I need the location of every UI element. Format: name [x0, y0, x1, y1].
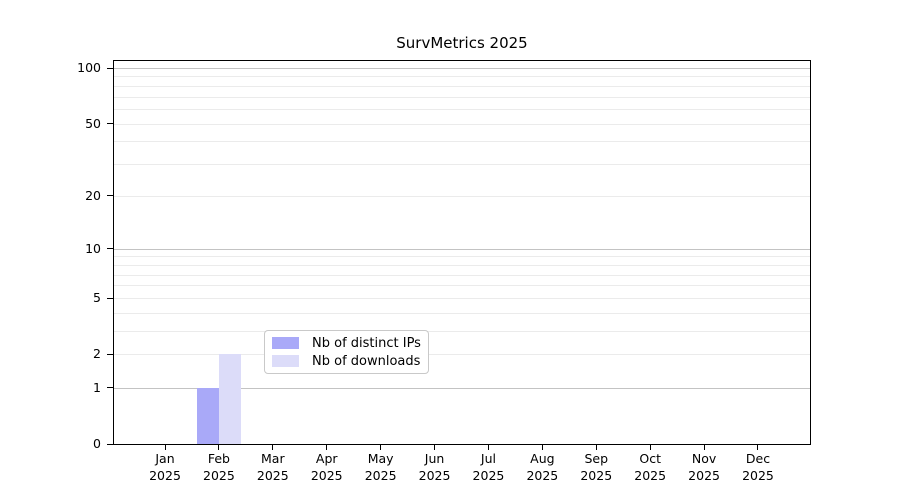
legend-label: Nb of downloads [312, 353, 421, 369]
legend-item-distinct-ips: Nb of distinct IPs [272, 336, 428, 351]
y-tick-mark-5 [107, 297, 113, 299]
x-tick-label-sep: Sep 2025 [561, 451, 631, 484]
y-tick-mark-50 [107, 123, 113, 125]
gridline-minor-y7 [114, 274, 810, 276]
x-tick-year: 2025 [203, 467, 235, 483]
gridline-minor-y60 [114, 109, 810, 111]
x-tick-label-jul: Jul 2025 [453, 451, 523, 484]
gridline-minor-y70 [114, 96, 810, 98]
legend-swatch-downloads [272, 355, 299, 367]
y-tick-label-0: 0 [93, 436, 101, 451]
x-tick-month: Dec [745, 451, 771, 466]
y-tick-mark-10 [107, 248, 113, 250]
x-tick-year: 2025 [364, 467, 397, 483]
bar-distinct-ips-feb [196, 387, 219, 444]
legend-label: Nb of distinct IPs [312, 335, 421, 351]
gridline-minor-y20 [114, 195, 810, 197]
x-tick-month: Feb [207, 451, 230, 466]
gridline-minor-y9 [114, 256, 810, 258]
y-tick-label-10: 10 [85, 240, 101, 256]
x-tick-month: Apr [315, 451, 338, 466]
x-tick-mark-sep [595, 444, 597, 450]
gridline-minor-y3 [114, 331, 810, 333]
x-tick-mark-feb [218, 444, 220, 450]
bar-downloads-feb [218, 354, 241, 444]
chart-title: SurvMetrics 2025 [396, 34, 528, 52]
y-tick-label-5: 5 [93, 290, 101, 306]
x-tick-month: Mar [261, 451, 285, 466]
x-tick-month: May [367, 451, 394, 466]
x-tick-year: 2025 [580, 467, 613, 483]
gridline-minor-y40 [114, 141, 810, 143]
gridline-minor-y2 [114, 354, 810, 356]
y-tick-mark-1 [107, 387, 113, 389]
gridline-major-y1 [114, 387, 810, 389]
y-tick-label-1: 1 [93, 379, 101, 395]
x-tick-label-dec: Dec 2025 [723, 451, 793, 484]
x-tick-mark-jan [164, 444, 166, 450]
gridline-major-y100 [114, 68, 810, 69]
x-tick-label-aug: Aug 2025 [507, 451, 577, 484]
x-tick-month: Oct [639, 451, 661, 466]
x-tick-mark-mar [272, 444, 274, 450]
gridline-minor-y90 [114, 76, 810, 78]
x-tick-year: 2025 [310, 467, 343, 483]
x-tick-label-may: May 2025 [346, 451, 416, 484]
legend-swatch-distinct-ips [272, 337, 299, 349]
y-tick-label-2: 2 [93, 346, 101, 362]
x-tick-mark-jun [434, 444, 436, 450]
gridline-minor-y4 [114, 312, 810, 314]
y-tick-mark-2 [107, 353, 113, 355]
x-tick-month: Sep [584, 451, 609, 466]
x-tick-year: 2025 [418, 467, 451, 483]
gridline-minor-y30 [114, 164, 810, 166]
x-tick-year: 2025 [256, 467, 289, 483]
x-tick-label-feb: Feb 2025 [184, 451, 254, 484]
x-tick-month: Nov [691, 451, 717, 466]
x-tick-year: 2025 [742, 467, 774, 483]
x-tick-label-jan: Jan 2025 [130, 451, 200, 484]
legend: Nb of distinct IPs Nb of downloads [264, 330, 429, 374]
x-tick-mark-nov [703, 444, 705, 450]
x-tick-year: 2025 [634, 467, 667, 483]
x-tick-mark-jul [487, 444, 489, 450]
x-tick-label-mar: Mar 2025 [238, 451, 308, 484]
y-tick-mark-0 [107, 443, 113, 445]
x-tick-mark-may [380, 444, 382, 450]
x-tick-label-oct: Oct 2025 [615, 451, 685, 484]
gridline-minor-y5 [114, 298, 810, 300]
y-tick-mark-100 [107, 67, 113, 69]
x-tick-month: Jun [424, 451, 445, 466]
legend-item-downloads: Nb of downloads [272, 354, 428, 369]
x-tick-year: 2025 [472, 467, 505, 483]
x-tick-label-nov: Nov 2025 [669, 451, 739, 484]
x-tick-mark-aug [541, 444, 543, 450]
x-tick-year: 2025 [688, 467, 720, 483]
plot-area [113, 60, 811, 445]
gridline-minor-y50 [114, 123, 810, 125]
x-tick-month: Jul [480, 451, 496, 466]
x-tick-mark-dec [757, 444, 759, 450]
x-tick-year: 2025 [149, 467, 181, 483]
gridline-minor-y8 [114, 264, 810, 266]
x-tick-month: Aug [530, 451, 555, 466]
gridline-major-y10 [114, 248, 810, 250]
x-tick-mark-oct [649, 444, 651, 450]
gridline-minor-y80 [114, 85, 810, 87]
y-tick-label-20: 20 [85, 187, 101, 203]
gridline-minor-y6 [114, 285, 810, 287]
y-tick-mark-20 [107, 195, 113, 197]
x-tick-label-apr: Apr 2025 [292, 451, 362, 484]
x-tick-mark-apr [326, 444, 328, 450]
y-tick-label-100: 100 [77, 60, 101, 75]
y-tick-label-50: 50 [85, 115, 101, 131]
x-tick-year: 2025 [526, 467, 559, 483]
x-tick-month: Jan [155, 451, 175, 466]
x-tick-label-jun: Jun 2025 [400, 451, 470, 484]
